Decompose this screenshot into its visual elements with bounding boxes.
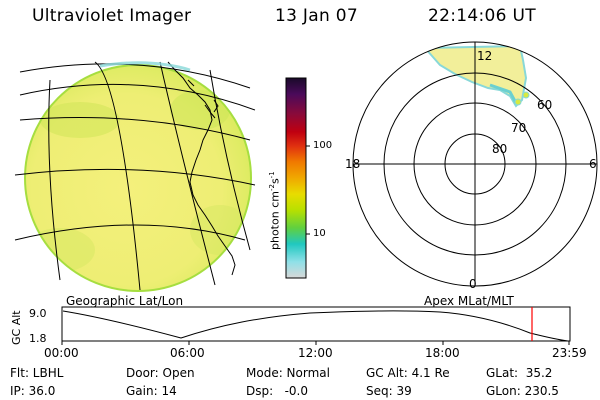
xtick-1200: 12:00 <box>298 346 333 360</box>
date-label: 13 Jan 07 <box>275 6 358 26</box>
altitude-frame <box>61 306 571 342</box>
mlt-0-label: 0 <box>469 277 477 291</box>
door-info: Door: Open <box>126 366 195 380</box>
geographic-title: Geographic Lat/Lon <box>66 294 184 308</box>
xtick-0600: 06:00 <box>170 346 205 360</box>
polar-grid <box>352 41 598 287</box>
mlt-6-label: 6 <box>589 157 597 171</box>
xtick-1800: 18:00 <box>425 346 460 360</box>
colorbar-gradient <box>285 77 307 279</box>
mlt-18-label: 18 <box>345 157 360 171</box>
apex-title: Apex MLat/MLT <box>424 294 514 308</box>
gc-alt-info: GC Alt: 4.1 Re <box>366 366 450 380</box>
lat-70-label: 70 <box>511 121 526 135</box>
graticule-lines <box>14 61 256 291</box>
colorbar-label: photon cm-2s-1 <box>268 171 282 250</box>
altitude-curve <box>62 310 569 342</box>
colorbar-tick-100: 100 <box>313 140 333 151</box>
polar-plot: 12 18 6 0 60 70 80 <box>345 41 598 291</box>
altitude-ylabel: GC Alt <box>10 310 23 345</box>
glon-info: GLon: 230.5 <box>486 384 559 398</box>
gain-info: Gain: 14 <box>126 384 177 398</box>
xtick-0000: 00:00 <box>44 346 79 360</box>
earth-image <box>14 61 256 292</box>
altitude-plot <box>61 306 571 345</box>
coastline <box>167 61 236 276</box>
ip-info: IP: 36.0 <box>10 384 56 398</box>
instrument-title: Ultraviolet Imager <box>32 6 192 26</box>
xtick-2359: 23:59 <box>552 346 587 360</box>
glat-info: GLat: 35.2 <box>486 366 553 380</box>
altitude-ytick-bottom: 1.8 <box>29 332 47 345</box>
colorbar <box>285 77 310 279</box>
seq-info: Seq: 39 <box>366 384 412 398</box>
time-label: 22:14:06 UT <box>428 6 536 26</box>
mlt-12-label: 12 <box>477 49 492 63</box>
colorbar-tick-10: 10 <box>313 228 326 239</box>
lat-80-label: 80 <box>492 142 507 156</box>
mode-info: Mode: Normal <box>246 366 330 380</box>
altitude-ytick-top: 9.0 <box>29 307 47 320</box>
filter-info: Flt: LBHL <box>10 366 64 380</box>
dsp-info: Dsp: -0.0 <box>246 384 309 398</box>
lat-60-label: 60 <box>537 98 552 112</box>
